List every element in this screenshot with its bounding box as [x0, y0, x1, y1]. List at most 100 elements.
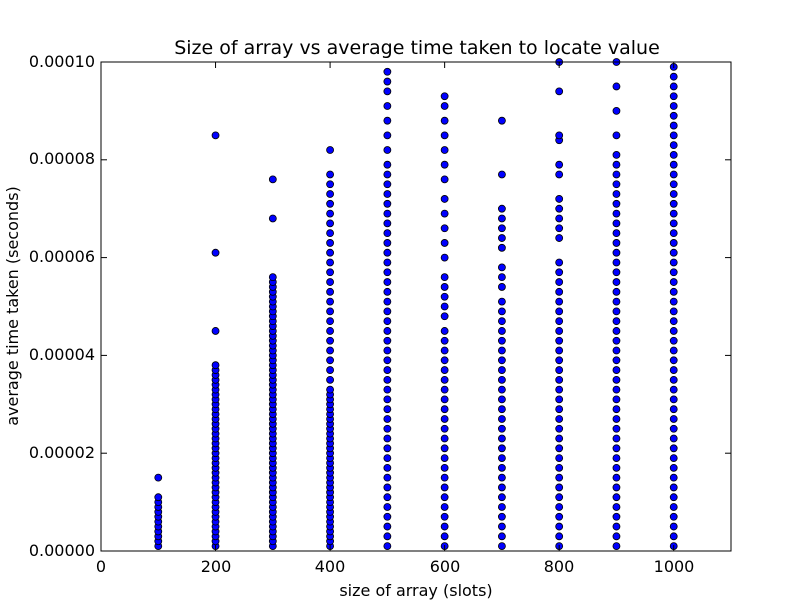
scatter-point: [669, 336, 678, 345]
scatter-point: [326, 146, 334, 154]
scatter-point: [612, 346, 621, 355]
scatter-point: [383, 199, 392, 208]
scatter-point: [555, 385, 564, 394]
scatter-point: [669, 190, 678, 198]
scatter-point: [612, 131, 621, 140]
scatter-point: [498, 454, 506, 462]
scatter-point: [612, 542, 621, 551]
plot-area-frame: [100, 61, 732, 552]
scatter-point: [669, 395, 678, 404]
scatter-point: [440, 312, 449, 321]
scatter-point: [383, 116, 392, 125]
scatter-point: [326, 385, 334, 394]
x-tick-label: 1000: [654, 557, 695, 576]
scatter-point: [669, 278, 678, 286]
scatter-point: [440, 532, 449, 541]
scatter-point: [669, 483, 678, 492]
scatter-point: [383, 67, 392, 76]
scatter-point: [612, 229, 621, 238]
scatter-point: [440, 283, 449, 291]
scatter-point: [326, 248, 334, 257]
scatter-point: [326, 258, 334, 267]
scatter-point: [612, 434, 621, 443]
scatter-point: [440, 454, 449, 462]
scatter-point: [612, 405, 621, 414]
scatter-point: [440, 146, 449, 154]
scatter-point: [555, 463, 564, 472]
scatter-point: [440, 483, 449, 492]
scatter-point: [440, 503, 449, 511]
scatter-point: [498, 273, 506, 282]
scatter-point: [440, 273, 449, 282]
scatter-point: [612, 287, 621, 296]
scatter-point: [498, 493, 506, 502]
scatter-point: [669, 493, 678, 502]
scatter-point: [440, 473, 449, 482]
scatter-point: [669, 385, 678, 394]
scatter-point: [326, 287, 334, 296]
scatter-point: [326, 219, 334, 228]
scatter-point: [326, 268, 334, 277]
x-tick-label: 0: [96, 557, 106, 576]
y-tick-label: 0.00004: [29, 345, 95, 364]
scatter-point: [383, 395, 392, 404]
scatter-point: [440, 512, 449, 521]
scatter-point: [498, 444, 506, 453]
scatter-point: [440, 405, 449, 414]
scatter-point: [555, 287, 564, 296]
scatter-point: [440, 493, 449, 502]
scatter-point: [498, 224, 506, 233]
scatter-point: [498, 463, 506, 472]
scatter-point: [555, 444, 564, 453]
scatter-point: [383, 248, 392, 257]
scatter-point: [383, 131, 392, 140]
scatter-point: [555, 234, 564, 242]
scatter-point: [326, 297, 334, 306]
scatter-point: [383, 375, 392, 384]
scatter-point: [669, 258, 678, 267]
scatter-point: [383, 307, 392, 316]
scatter-point: [669, 512, 678, 521]
scatter-point: [383, 229, 392, 238]
scatter-point: [669, 131, 678, 140]
scatter-point: [612, 317, 621, 326]
scatter-point: [440, 302, 449, 311]
scatter-point: [440, 463, 449, 472]
scatter-point: [669, 454, 678, 462]
scatter-point: [383, 385, 392, 394]
scatter-point: [555, 131, 564, 140]
scatter-point: [383, 424, 392, 433]
scatter-point: [612, 160, 621, 169]
scatter-point: [326, 180, 334, 189]
scatter-point: [612, 219, 621, 228]
scatter-point: [669, 121, 678, 130]
scatter-point: [326, 229, 334, 238]
scatter-point: [326, 375, 334, 384]
scatter-point: [555, 160, 564, 169]
scatter-point: [555, 512, 564, 521]
scatter-point: [555, 317, 564, 326]
scatter-point: [211, 248, 220, 257]
scatter-point: [383, 444, 392, 453]
scatter-point: [440, 522, 449, 531]
scatter-point: [383, 87, 392, 96]
scatter-point: [440, 131, 449, 140]
scatter-point: [555, 87, 564, 96]
scatter-point: [440, 385, 449, 394]
scatter-point: [383, 327, 392, 335]
scatter-point: [383, 317, 392, 326]
scatter-point: [383, 77, 392, 86]
scatter-point: [498, 542, 506, 551]
scatter-point: [440, 415, 449, 423]
scatter-point: [669, 444, 678, 453]
y-tick-label: 0.00006: [29, 247, 95, 266]
scatter-point: [669, 375, 678, 384]
scatter-point: [612, 278, 621, 286]
scatter-point: [498, 532, 506, 541]
scatter-point: [440, 195, 449, 203]
scatter-point: [612, 307, 621, 316]
scatter-point: [669, 248, 678, 257]
scatter-point: [268, 273, 277, 282]
scatter-point: [440, 92, 449, 101]
